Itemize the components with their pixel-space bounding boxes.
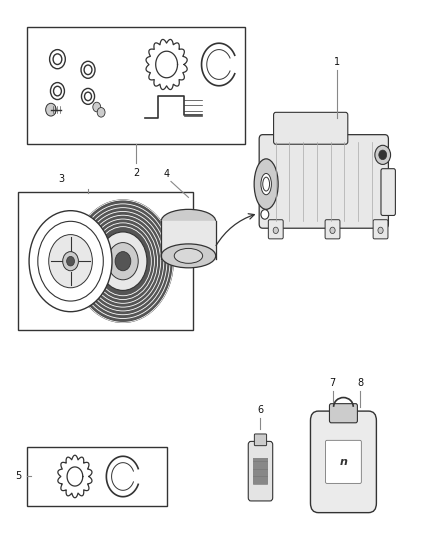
FancyBboxPatch shape (268, 220, 283, 239)
Circle shape (46, 103, 56, 116)
Bar (253, 458, 268, 484)
FancyBboxPatch shape (373, 220, 388, 239)
FancyBboxPatch shape (325, 440, 361, 483)
Circle shape (378, 227, 383, 233)
FancyBboxPatch shape (311, 411, 376, 513)
Text: 1: 1 (334, 57, 340, 67)
Circle shape (63, 252, 78, 271)
Ellipse shape (261, 173, 272, 195)
Ellipse shape (254, 159, 278, 209)
Circle shape (49, 235, 92, 288)
Bar (27, 447, 166, 506)
FancyBboxPatch shape (325, 220, 340, 239)
Text: 6: 6 (258, 405, 264, 415)
Circle shape (93, 102, 101, 112)
Bar (18, 192, 193, 330)
Text: 4: 4 (163, 169, 170, 179)
Bar (27, 27, 245, 144)
Circle shape (99, 232, 147, 290)
FancyBboxPatch shape (381, 168, 396, 215)
Circle shape (108, 243, 138, 280)
FancyBboxPatch shape (259, 135, 389, 228)
Circle shape (97, 108, 105, 117)
FancyBboxPatch shape (329, 403, 357, 423)
Text: 8: 8 (357, 378, 363, 387)
Circle shape (330, 227, 335, 233)
Circle shape (379, 150, 387, 160)
Text: 5: 5 (15, 472, 21, 481)
Ellipse shape (161, 244, 216, 268)
Circle shape (67, 256, 74, 266)
Text: 3: 3 (59, 174, 65, 184)
Text: n: n (339, 457, 347, 466)
Circle shape (29, 211, 112, 312)
FancyBboxPatch shape (248, 441, 273, 501)
Ellipse shape (174, 248, 203, 263)
Ellipse shape (263, 177, 269, 191)
FancyBboxPatch shape (274, 112, 348, 144)
Circle shape (273, 227, 279, 233)
Circle shape (73, 200, 173, 322)
FancyBboxPatch shape (254, 434, 267, 446)
Text: 2: 2 (133, 168, 139, 178)
Text: 7: 7 (329, 378, 336, 387)
Circle shape (115, 252, 131, 271)
Circle shape (261, 209, 269, 219)
Ellipse shape (161, 209, 216, 233)
Circle shape (375, 146, 391, 165)
